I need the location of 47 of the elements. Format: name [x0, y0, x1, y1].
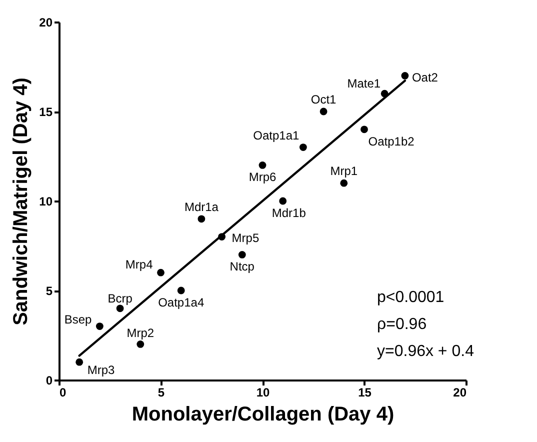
annotation: Oatp1b2	[368, 134, 415, 148]
point	[177, 286, 185, 294]
annotation: Mdr1a	[184, 200, 219, 214]
point	[340, 179, 348, 187]
annotation: Mrp5	[232, 230, 260, 245]
annotation: Oatp1a4	[158, 296, 204, 310]
point	[157, 268, 164, 276]
y-tick-label: 15	[39, 105, 53, 119]
x-tick-label: 10	[256, 386, 270, 400]
x-axis-title: Monolayer/Collagen (Day 4)	[132, 404, 394, 426]
x-tick-label: 15	[358, 386, 372, 400]
annotation: Mrp4	[125, 258, 154, 272]
x-tick-label: 20	[453, 386, 467, 400]
annotation: y=0.96x + 0.4	[377, 343, 474, 360]
point	[76, 358, 84, 366]
annotation: Mdr1b	[272, 206, 306, 220]
y-tick-label: 0	[46, 374, 53, 388]
point	[279, 197, 287, 205]
annotation: Bcrp	[108, 291, 133, 306]
annotation: Mrp3	[87, 363, 116, 378]
annotation: Oat2	[412, 70, 438, 85]
y-tick-label: 5	[46, 284, 53, 298]
point	[116, 304, 124, 312]
annotation: Mrp1	[330, 164, 358, 178]
annotation: Mrp6	[248, 170, 276, 184]
point	[401, 72, 409, 80]
point	[258, 162, 266, 169]
annotation: ρ=0.96	[377, 316, 427, 333]
annotation: Oatp1a1	[253, 128, 300, 142]
annotation: Ntcp	[230, 260, 255, 274]
y-axis-title: Sandwich/Matrigel (Day 4)	[10, 78, 32, 326]
annotation: Mate1	[347, 76, 381, 91]
y-tick-label: 20	[39, 16, 53, 30]
annotation: Bsep	[64, 312, 92, 326]
x-tick-label: 5	[158, 386, 165, 400]
annotation: p<0.0001	[377, 289, 444, 306]
point	[238, 251, 246, 258]
x-tick-label: 0	[60, 386, 66, 400]
point	[198, 215, 206, 223]
annotation: Mrp2	[126, 326, 154, 340]
annotation: Oct1	[310, 92, 337, 106]
point	[136, 340, 144, 348]
y-tick-label: 10	[39, 194, 53, 208]
point	[320, 108, 328, 116]
point	[360, 126, 368, 134]
point	[299, 144, 307, 151]
point	[96, 322, 104, 330]
